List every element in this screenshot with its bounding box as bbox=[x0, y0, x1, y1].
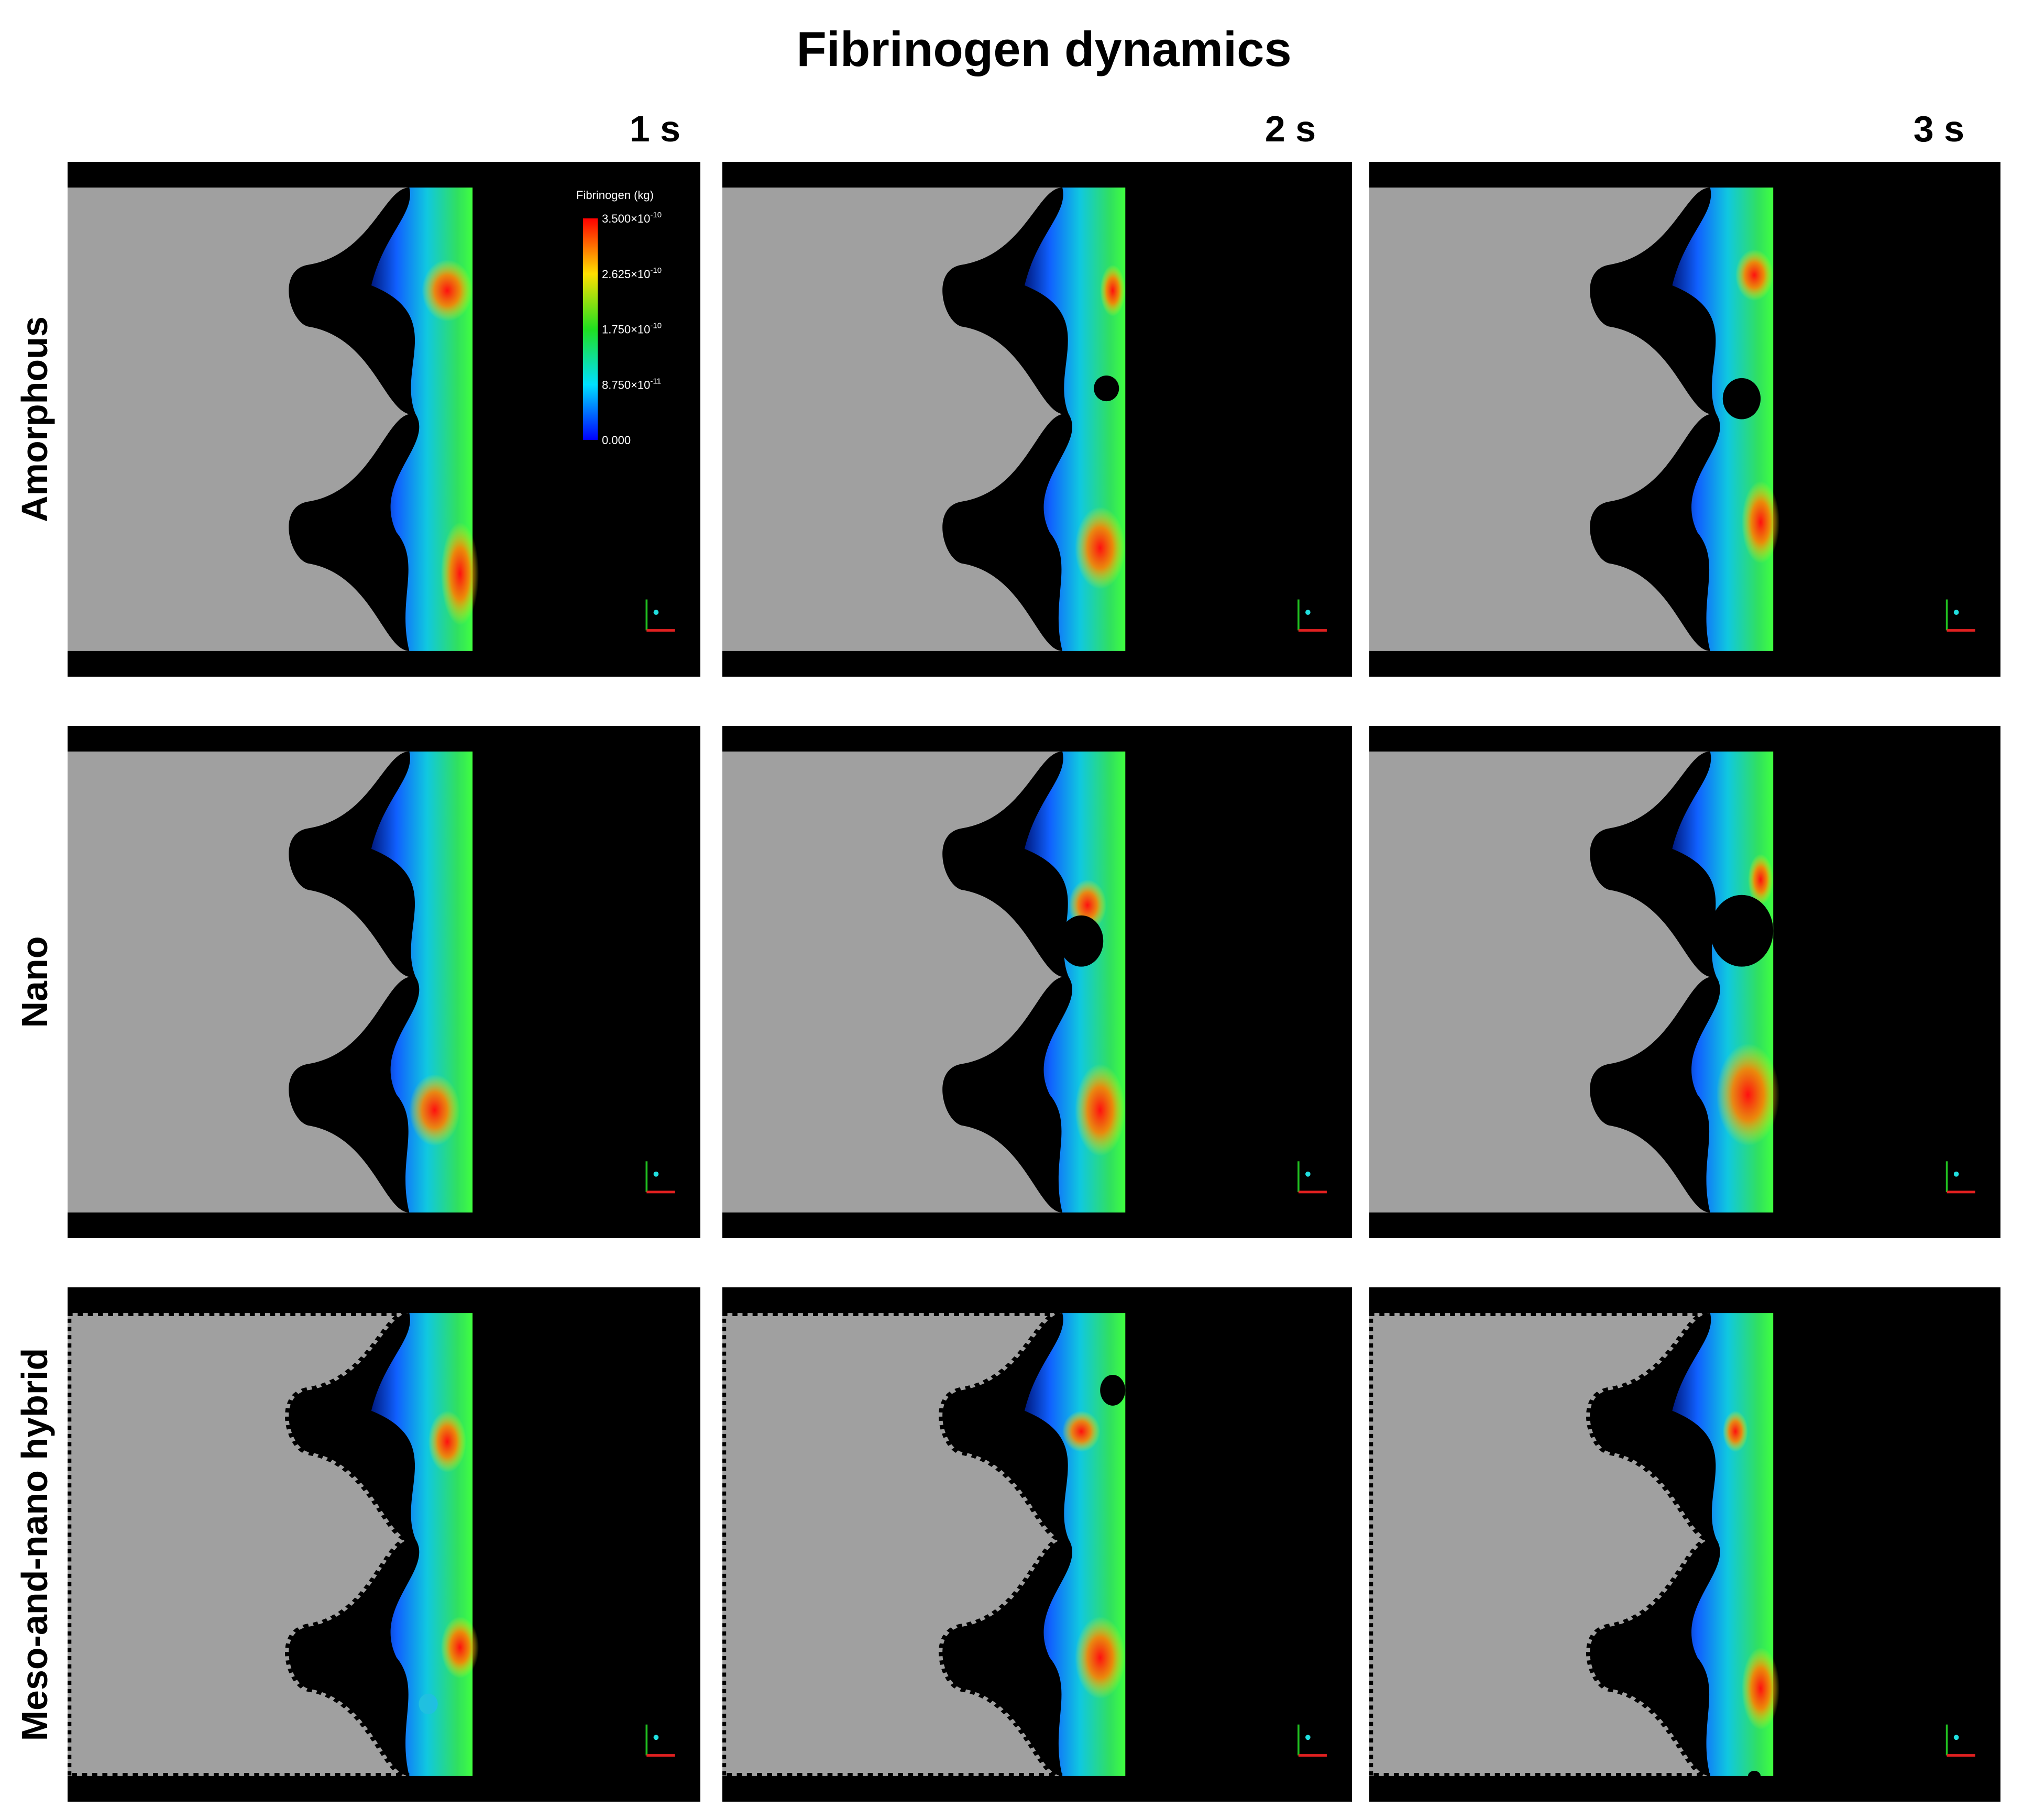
void bbox=[1748, 1771, 1761, 1781]
axis-z bbox=[653, 1735, 659, 1740]
void bbox=[1094, 375, 1119, 402]
high-concentration bbox=[428, 1410, 467, 1473]
void bbox=[419, 1693, 438, 1715]
figure-title: Fibrinogen dynamics bbox=[796, 21, 1291, 76]
high-concentration bbox=[1741, 1647, 1780, 1730]
tick-mantissa: 3.500×10 bbox=[602, 212, 650, 225]
high-concentration bbox=[441, 522, 479, 625]
high-concentration bbox=[1062, 1410, 1101, 1452]
high-concentration bbox=[1100, 264, 1126, 316]
high-concentration bbox=[1741, 481, 1780, 564]
colorbar-label: 0.000 bbox=[602, 434, 631, 447]
implant-surface bbox=[68, 1310, 411, 1779]
implant-surface bbox=[1369, 1310, 1712, 1779]
row-label: Nano bbox=[14, 936, 55, 1028]
simulation-panel bbox=[1369, 751, 1975, 1213]
colorbar bbox=[583, 218, 598, 440]
simulation-panel bbox=[1369, 187, 1975, 651]
tick-mantissa: 8.750×10 bbox=[602, 378, 650, 391]
high-concentration bbox=[1722, 1410, 1748, 1452]
colorbar-label: 1.750×10-10 bbox=[602, 322, 662, 336]
simulation-panel bbox=[722, 187, 1327, 651]
high-concentration bbox=[409, 1074, 460, 1146]
column-label: 2 s bbox=[1265, 108, 1316, 149]
tick-exponent: -10 bbox=[650, 211, 662, 219]
high-concentration bbox=[1748, 854, 1774, 906]
tick-exponent: -10 bbox=[650, 322, 662, 330]
axis-z bbox=[653, 610, 659, 615]
colorbar-label: 3.500×10-10 bbox=[602, 211, 662, 225]
high-concentration bbox=[1075, 1616, 1126, 1699]
column-label: 3 s bbox=[1914, 108, 1964, 149]
axis-z bbox=[1953, 610, 1959, 615]
tick-exponent: -10 bbox=[650, 266, 662, 275]
tick-mantissa: 1.750×10 bbox=[602, 323, 650, 336]
implant-surface bbox=[68, 751, 410, 1213]
colorbar-label: 8.750×10-11 bbox=[602, 377, 661, 391]
axis-z bbox=[1305, 610, 1311, 615]
void bbox=[1722, 378, 1761, 420]
colorbar-label: 2.625×10-10 bbox=[602, 266, 662, 281]
simulation-panel bbox=[722, 751, 1327, 1213]
tick-mantissa: 0.000 bbox=[602, 434, 631, 447]
tick-exponent: -11 bbox=[650, 377, 661, 385]
high-concentration bbox=[1075, 506, 1126, 589]
simulation-panel bbox=[68, 1310, 675, 1779]
void bbox=[1059, 915, 1104, 967]
column-label: 1 s bbox=[630, 108, 680, 149]
implant-surface bbox=[1369, 187, 1710, 651]
simulation-panel bbox=[68, 187, 675, 651]
high-concentration bbox=[422, 259, 473, 322]
high-concentration bbox=[441, 1616, 479, 1679]
tick-mantissa: 2.625×10 bbox=[602, 268, 650, 281]
axis-z bbox=[653, 1171, 659, 1177]
colorbar-title: Fibrinogen (kg) bbox=[576, 189, 654, 202]
implant-surface bbox=[1369, 751, 1710, 1213]
row-label: Meso-and-nano hybrid bbox=[14, 1348, 55, 1741]
implant-surface bbox=[722, 1310, 1064, 1779]
axis-z bbox=[1953, 1735, 1959, 1740]
implant-surface bbox=[68, 187, 410, 651]
row-label: Amorphous bbox=[14, 316, 55, 522]
simulation-panel bbox=[1369, 1310, 1975, 1781]
implant-surface bbox=[722, 751, 1063, 1213]
axis-z bbox=[1305, 1171, 1311, 1177]
high-concentration bbox=[1075, 1064, 1126, 1156]
axis-z bbox=[1305, 1735, 1311, 1740]
void bbox=[1100, 1374, 1126, 1406]
high-concentration bbox=[1735, 249, 1774, 301]
axis-z bbox=[1953, 1171, 1959, 1177]
high-concentration bbox=[1716, 1043, 1780, 1146]
void bbox=[1710, 895, 1774, 967]
implant-surface bbox=[722, 187, 1063, 651]
simulation-panel bbox=[722, 1310, 1327, 1779]
simulation-panel bbox=[68, 751, 675, 1213]
